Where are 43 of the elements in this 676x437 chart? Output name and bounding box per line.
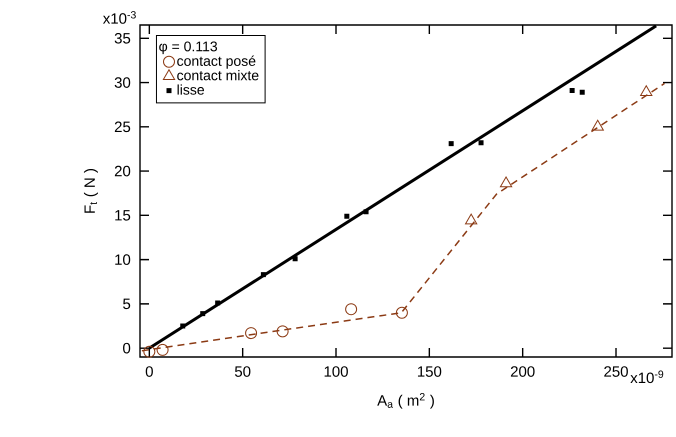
y-tick-label: 30 (114, 77, 130, 88)
point (364, 209, 369, 214)
point (180, 324, 186, 329)
y-tick-label: 20 (114, 166, 130, 176)
x-axis-title: A$_{a}$ ( m$^{2}$ ) (377, 393, 434, 409)
point (465, 214, 478, 224)
y-tick-label: 5 (123, 298, 130, 310)
point (344, 214, 350, 219)
x-tick-label: 200 (510, 366, 535, 377)
legend-label: contact posé (177, 55, 256, 69)
legend-title: φ = 0.113 (159, 41, 218, 54)
text: x10$^{-3}$ (102, 11, 136, 24)
y-axis-title: F$_{t}$ ( N ) (84, 168, 98, 213)
point (276, 325, 289, 338)
point (200, 311, 206, 316)
legend-label: contact mixte (177, 70, 258, 80)
point (143, 346, 156, 358)
text: x10$^{-9}$ (630, 370, 664, 384)
legend-label: lisse (178, 84, 204, 95)
point (448, 141, 454, 146)
x-tick-label: 100 (324, 366, 348, 377)
point (396, 306, 408, 319)
point (500, 176, 512, 188)
point (478, 140, 484, 146)
point (245, 327, 258, 340)
y-tick-label: 35 (114, 32, 130, 44)
x-tick-label: 50 (234, 366, 250, 377)
x-tick-label: 0 (146, 366, 153, 377)
point (580, 90, 585, 95)
point (156, 344, 169, 356)
y-tick-label: 0 (123, 342, 130, 354)
point (592, 120, 604, 131)
y-tick-label: 25 (114, 122, 130, 132)
point (215, 300, 220, 306)
point (260, 272, 266, 278)
point (570, 88, 575, 94)
point (345, 303, 358, 316)
y-tick-label: 10 (115, 254, 130, 265)
point (292, 256, 298, 262)
y-tick-label: 15 (115, 210, 130, 221)
point (640, 85, 652, 96)
x-tick-label: 250 (604, 366, 628, 377)
x-tick-label: 150 (418, 366, 442, 377)
